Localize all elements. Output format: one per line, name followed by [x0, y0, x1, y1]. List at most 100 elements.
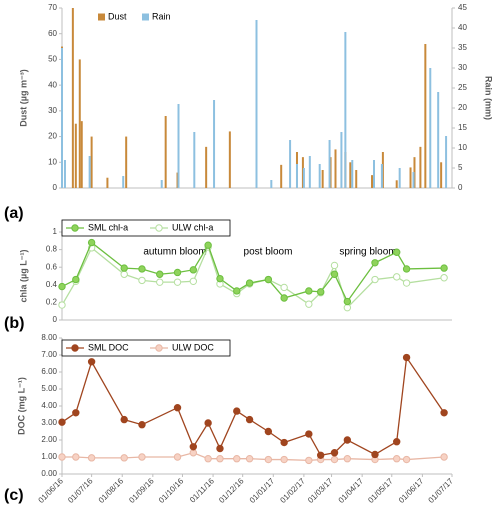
y2-tick-label: 40: [458, 23, 467, 32]
y-tick-label: 7.00: [41, 350, 57, 359]
point: [371, 259, 379, 267]
legend-marker: [71, 224, 79, 232]
x-tick-label: 01/06/16: [37, 476, 66, 505]
bar: [228, 131, 231, 188]
bar: [78, 59, 81, 188]
point: [58, 282, 66, 291]
annotation: spring bloom: [339, 247, 396, 258]
point: [343, 436, 352, 444]
y2-tick-label: 10: [458, 143, 467, 152]
bar: [63, 160, 66, 188]
y-tick-label: 6.00: [41, 367, 57, 376]
point: [280, 294, 288, 302]
bar: [373, 160, 375, 188]
bar: [71, 8, 74, 188]
bar: [88, 156, 91, 188]
point: [393, 273, 401, 281]
x-tick-label: 01/04/17: [337, 476, 366, 505]
legend-label: SML chl-a: [88, 222, 128, 232]
legend-box: [61, 219, 231, 237]
x-tick-label: 01/01/17: [248, 476, 277, 505]
point: [173, 278, 182, 286]
point: [330, 261, 339, 270]
bar: [61, 48, 63, 188]
y-tick-label: 20: [48, 132, 57, 141]
panel-label: (c): [4, 487, 24, 504]
point: [245, 279, 254, 287]
series-line: [61, 355, 445, 457]
bar: [321, 170, 324, 188]
point: [343, 455, 352, 463]
bar: [334, 149, 337, 188]
bar: [409, 167, 412, 188]
y-tick-label: 2.00: [41, 435, 57, 444]
point: [138, 453, 146, 461]
point: [173, 404, 182, 412]
point: [245, 455, 254, 463]
y-tick-label: 0: [53, 315, 58, 324]
point: [204, 419, 212, 427]
point: [371, 275, 379, 284]
point: [189, 449, 198, 457]
y-tick-label: 40: [48, 80, 57, 89]
y-tick-label: 10: [48, 157, 57, 166]
point: [189, 443, 198, 451]
y2-axis-label: Rain (mm): [484, 76, 494, 120]
point: [72, 275, 80, 284]
bar: [351, 160, 354, 188]
x-tick-label: 01/10/16: [157, 476, 186, 505]
y-axis-label: chla (µg L⁻¹): [18, 250, 28, 303]
y2-tick-label: 35: [458, 43, 467, 52]
panel-label: (b): [4, 315, 24, 332]
y2-tick-label: 20: [458, 103, 467, 112]
point: [233, 455, 241, 463]
point: [440, 409, 448, 417]
bar: [74, 123, 77, 188]
point: [156, 278, 164, 286]
point: [440, 274, 448, 282]
x-tick-label: 01/09/16: [127, 476, 156, 505]
legend-marker: [155, 224, 163, 232]
legend-swatch: [142, 13, 149, 21]
bar: [302, 168, 305, 188]
point: [305, 456, 313, 465]
y-axis-label: DOC (mg L⁻¹): [16, 377, 26, 435]
point: [264, 275, 273, 284]
x-tick-label: 01/12/16: [217, 476, 246, 505]
bar: [280, 164, 283, 188]
point: [402, 265, 411, 273]
x-tick-label: 01/11/16: [188, 476, 216, 504]
point: [316, 288, 325, 296]
bar: [371, 175, 374, 188]
y-axis-label: Dust (µg m⁻³): [18, 69, 28, 126]
point: [343, 303, 352, 312]
y-tick-label: 1: [53, 227, 58, 236]
point: [305, 430, 313, 438]
bar: [270, 180, 273, 188]
series-line: [61, 245, 445, 309]
x-tick-label: 01/05/17: [366, 476, 395, 505]
point: [305, 300, 313, 308]
point: [120, 264, 128, 272]
y2-tick-label: 45: [458, 3, 467, 12]
y-tick-label: 5.00: [41, 384, 57, 393]
y2-tick-label: 25: [458, 83, 467, 92]
point: [173, 453, 182, 461]
y-tick-label: 50: [48, 55, 57, 64]
point: [264, 427, 273, 436]
legend-box: [61, 339, 231, 357]
point: [58, 453, 66, 461]
point: [138, 421, 146, 429]
bar: [424, 44, 427, 188]
y2-tick-label: 0: [458, 183, 463, 192]
point: [138, 276, 146, 285]
point: [343, 297, 352, 306]
bar: [340, 132, 343, 188]
point: [330, 455, 339, 464]
bar: [395, 180, 398, 188]
y-tick-label: 1.00: [41, 452, 57, 461]
bar: [440, 162, 443, 188]
bar: [328, 140, 331, 188]
point: [216, 274, 224, 283]
